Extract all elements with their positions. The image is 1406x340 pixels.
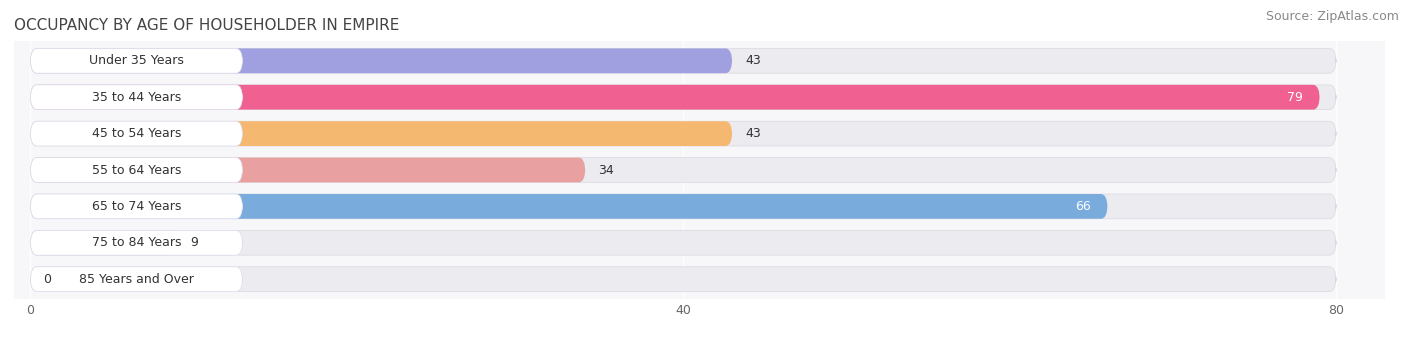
FancyBboxPatch shape xyxy=(31,121,733,146)
FancyBboxPatch shape xyxy=(31,48,1336,73)
Text: 35 to 44 Years: 35 to 44 Years xyxy=(91,91,181,104)
FancyBboxPatch shape xyxy=(31,85,1320,109)
FancyBboxPatch shape xyxy=(31,194,242,219)
FancyBboxPatch shape xyxy=(31,267,242,292)
Text: 45 to 54 Years: 45 to 54 Years xyxy=(91,127,181,140)
FancyBboxPatch shape xyxy=(31,121,242,146)
FancyBboxPatch shape xyxy=(31,85,242,109)
Text: 85 Years and Over: 85 Years and Over xyxy=(79,273,194,286)
Text: Source: ZipAtlas.com: Source: ZipAtlas.com xyxy=(1265,10,1399,23)
Text: Under 35 Years: Under 35 Years xyxy=(89,54,184,67)
FancyBboxPatch shape xyxy=(31,194,1336,219)
FancyBboxPatch shape xyxy=(31,158,585,182)
Text: 9: 9 xyxy=(190,236,198,249)
Text: 75 to 84 Years: 75 to 84 Years xyxy=(91,236,181,249)
FancyBboxPatch shape xyxy=(31,267,1336,292)
FancyBboxPatch shape xyxy=(31,158,1336,182)
FancyBboxPatch shape xyxy=(31,48,242,73)
Text: OCCUPANCY BY AGE OF HOUSEHOLDER IN EMPIRE: OCCUPANCY BY AGE OF HOUSEHOLDER IN EMPIR… xyxy=(14,18,399,33)
FancyBboxPatch shape xyxy=(31,231,177,255)
FancyBboxPatch shape xyxy=(31,48,733,73)
Text: 55 to 64 Years: 55 to 64 Years xyxy=(91,164,181,176)
FancyBboxPatch shape xyxy=(31,158,242,182)
Text: 66: 66 xyxy=(1076,200,1091,213)
FancyBboxPatch shape xyxy=(31,194,1108,219)
FancyBboxPatch shape xyxy=(31,231,1336,255)
Text: 79: 79 xyxy=(1288,91,1303,104)
Text: 43: 43 xyxy=(745,127,761,140)
Text: 65 to 74 Years: 65 to 74 Years xyxy=(91,200,181,213)
FancyBboxPatch shape xyxy=(31,231,242,255)
FancyBboxPatch shape xyxy=(31,85,1336,109)
Text: 43: 43 xyxy=(745,54,761,67)
Text: 34: 34 xyxy=(599,164,614,176)
FancyBboxPatch shape xyxy=(31,121,1336,146)
Text: 0: 0 xyxy=(44,273,52,286)
